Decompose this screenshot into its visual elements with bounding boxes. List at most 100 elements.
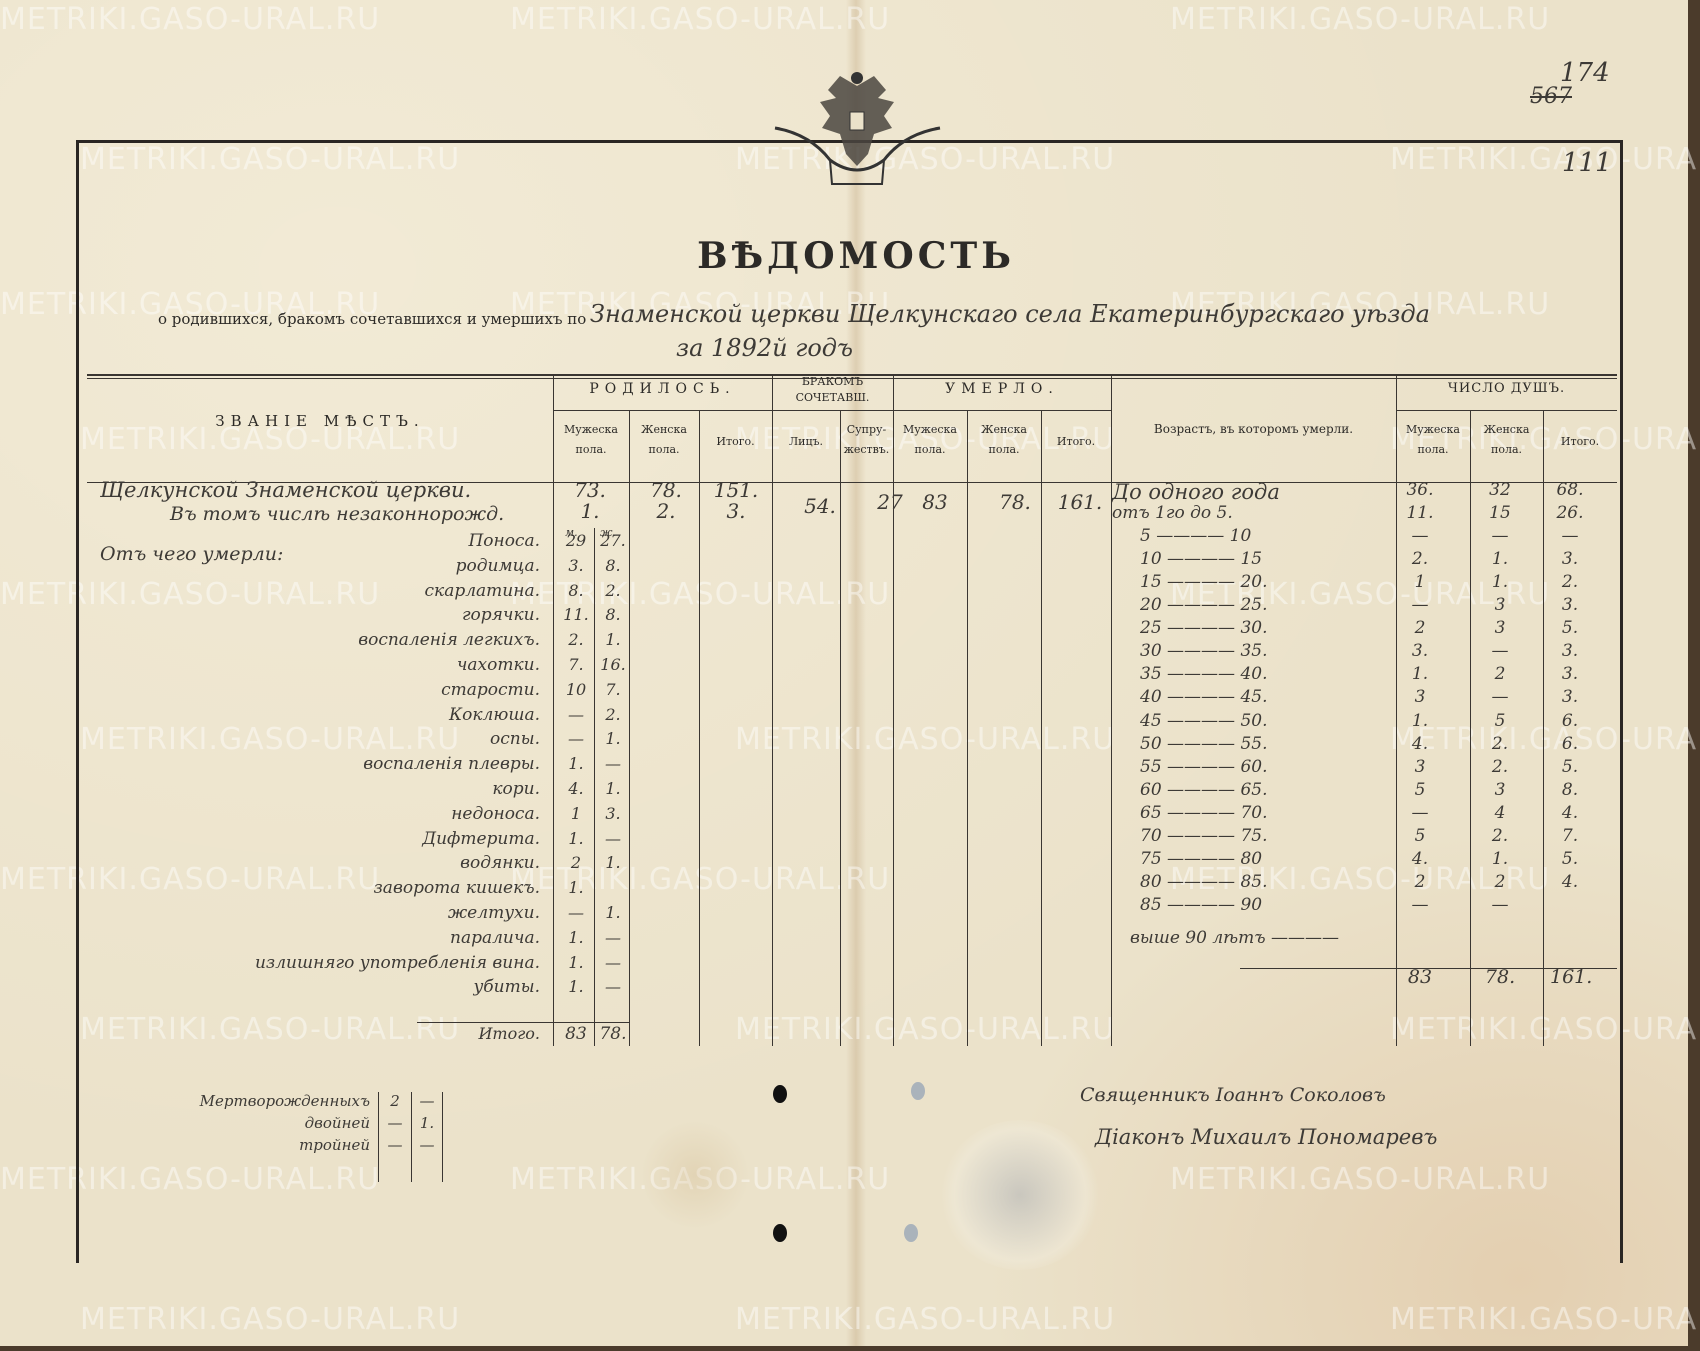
cause-male: 2	[570, 853, 582, 873]
age-total: 5.	[1561, 848, 1579, 869]
page-fold	[846, 0, 866, 1346]
age-female: 2.	[1491, 756, 1509, 777]
binding-hole	[773, 1085, 787, 1103]
ages-total-all: 161.	[1550, 966, 1593, 988]
cause-name: недоноса.	[451, 803, 540, 824]
age-female: —	[1491, 894, 1509, 915]
folio-number: 111	[1562, 148, 1612, 178]
age-total: 3.	[1561, 595, 1579, 616]
cause-female: 16.	[600, 655, 626, 674]
summary-born-female: 78.	[650, 478, 682, 502]
age-female: 4	[1494, 802, 1506, 823]
age-range: До одного года	[1112, 480, 1280, 504]
cause-female: 2.	[605, 580, 621, 600]
header-divider	[553, 410, 1111, 411]
age-total: 3.	[1561, 664, 1579, 685]
header-couples: Супру- жествъ.	[843, 423, 890, 456]
age-male: 3	[1414, 687, 1426, 708]
column-rule	[772, 374, 773, 1046]
stillborn-label: двойней	[304, 1114, 370, 1132]
stillborn-male: —	[387, 1114, 403, 1132]
binding-hole	[911, 1082, 925, 1100]
cause-female: —	[605, 927, 621, 947]
age-total: 68.	[1556, 480, 1584, 500]
age-range: 35 ———— 40.	[1140, 664, 1268, 685]
age-total: —	[1561, 526, 1579, 547]
cause-name: кори.	[492, 779, 540, 799]
age-range: отъ 1го до 5.	[1112, 503, 1233, 524]
age-male: 4.	[1411, 848, 1429, 869]
age-range: 50 ———— 55.	[1140, 733, 1268, 754]
cause-name: Дифтерита.	[422, 828, 540, 849]
cause-male: 2.	[568, 630, 584, 650]
age-range: 20 ———— 25.	[1140, 595, 1268, 616]
header-total: Итого.	[1560, 435, 1600, 448]
cause-male: 1	[570, 803, 582, 823]
cause-name: паралича.	[450, 927, 540, 948]
watermark-text: METRIKI.GASO-URAL.RU	[0, 862, 381, 897]
age-female: 2	[1494, 664, 1506, 685]
age-total: 6.	[1561, 710, 1579, 731]
stillborn-female: —	[419, 1136, 435, 1154]
age-female: —	[1491, 687, 1509, 708]
age-female: —	[1491, 641, 1509, 662]
cause-female: —	[605, 754, 621, 774]
age-female: 3	[1494, 618, 1506, 639]
cause-name: оспы.	[490, 729, 540, 750]
age-male: 5	[1414, 779, 1426, 800]
summary-married-couples: 27	[877, 490, 903, 514]
column-rule	[1396, 374, 1397, 1046]
double-headed-eagle-emblem	[774, 72, 941, 185]
age-male: —	[1411, 894, 1429, 915]
age-range: 70 ———— 75.	[1140, 825, 1268, 846]
age-total: 6.	[1561, 733, 1579, 754]
age-range: 40 ———— 45.	[1140, 687, 1268, 708]
header-age: Возрастъ, въ которомъ умерли.	[1153, 422, 1354, 436]
table-top-rule	[87, 374, 1617, 376]
header-married: БРАКОМЪ СОЧЕТАВШ.	[795, 375, 870, 404]
stillborn-rule	[378, 1092, 379, 1182]
header-persons: Лицъ.	[788, 435, 824, 448]
age-range: 10 ———— 15	[1140, 549, 1263, 570]
priest-signature: Священникъ Іоаннъ Соколовъ	[1080, 1084, 1386, 1106]
watermark-text: METRIKI.GASO-URAL.RU	[80, 1302, 461, 1337]
cause-female: 8.	[605, 605, 621, 625]
cause-female: —	[605, 977, 621, 997]
age-female: 5	[1494, 710, 1506, 731]
age-range: 45 ———— 50.	[1140, 710, 1268, 731]
cause-female: 1.	[605, 903, 621, 922]
age-above-90: выше 90 лѣтъ ————	[1130, 928, 1340, 948]
stillborn-male: —	[387, 1136, 403, 1154]
age-male: 5	[1414, 825, 1426, 846]
age-male: —	[1411, 595, 1429, 616]
column-rule	[629, 410, 630, 1046]
subtitle-printed: о родившихся, бракомъ сочетавшихся и уме…	[158, 310, 587, 328]
stillborn-female: 1.	[419, 1114, 435, 1132]
table-top-rule	[87, 378, 1617, 379]
column-rule	[699, 410, 700, 1046]
summary-illegit-male: 1.	[580, 499, 600, 523]
age-female: 1.	[1491, 848, 1509, 869]
causes-total-female: 78.	[599, 1024, 627, 1044]
subtitle-year: за 1892й годъ	[676, 334, 853, 362]
watermark-text: METRIKI.GASO-URAL.RU	[1390, 142, 1700, 177]
age-male: 3	[1414, 756, 1426, 777]
causes-total-label: Итого.	[478, 1024, 540, 1043]
watermark-text: METRIKI.GASO-URAL.RU	[80, 722, 461, 757]
cause-female: 1.	[605, 729, 621, 749]
cause-female: 3.	[605, 803, 621, 823]
cause-name: родимца.	[455, 555, 540, 576]
illegit-label: Въ томъ числѣ незаконнорожд.	[170, 503, 505, 525]
cause-name: Поноса.	[468, 531, 540, 551]
cause-female: 1.	[605, 630, 621, 650]
watermark-text: METRIKI.GASO-URAL.RU	[1390, 422, 1700, 457]
column-rule	[967, 410, 968, 1046]
watermark-text: METRIKI.GASO-URAL.RU	[735, 142, 1116, 177]
age-total: 26.	[1556, 503, 1584, 524]
cause-male: 1.	[568, 952, 584, 972]
age-female: 1.	[1491, 549, 1509, 570]
watermark-text: METRIKI.GASO-URAL.RU	[0, 2, 381, 37]
watermark-text: METRIKI.GASO-URAL.RU	[735, 722, 1116, 757]
cause-male: 11.	[563, 605, 589, 625]
column-rule	[840, 410, 841, 1046]
